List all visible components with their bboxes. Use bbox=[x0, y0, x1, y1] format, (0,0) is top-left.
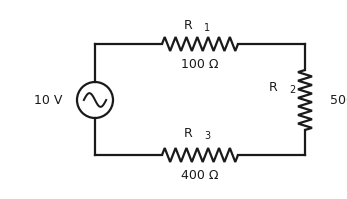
Text: R: R bbox=[269, 81, 278, 94]
Text: 100 Ω: 100 Ω bbox=[181, 58, 219, 71]
Text: 2: 2 bbox=[289, 85, 295, 95]
Text: 500 Ω: 500 Ω bbox=[330, 94, 347, 106]
Text: R: R bbox=[184, 19, 193, 32]
Text: 10 V: 10 V bbox=[34, 94, 62, 106]
Text: 1: 1 bbox=[204, 23, 210, 33]
Text: 3: 3 bbox=[204, 131, 210, 141]
Text: R: R bbox=[184, 127, 193, 140]
Text: 400 Ω: 400 Ω bbox=[181, 169, 219, 182]
